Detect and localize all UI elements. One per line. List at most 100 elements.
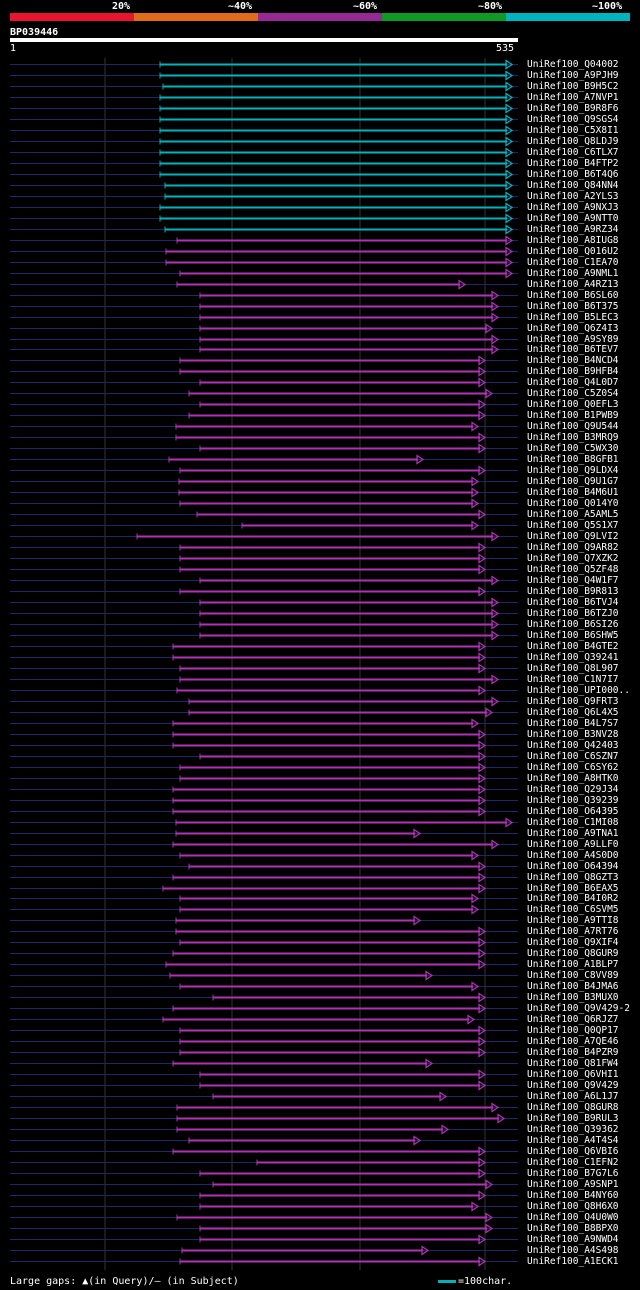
hit-label[interactable]: UniRef100_C5WX30 — [527, 442, 619, 454]
hit-label[interactable]: UniRef100_C5Z0S4 — [527, 387, 619, 399]
hit-label[interactable]: UniRef100_B4PZR9 — [527, 1046, 619, 1058]
hit-label[interactable]: UniRef100_Q9U1G7 — [527, 475, 619, 487]
hit-label[interactable]: UniRef100_Q04002 — [527, 58, 619, 70]
hit-label[interactable]: UniRef100_Q9FRT3 — [527, 695, 619, 707]
hit-label[interactable]: UniRef100_B6TVJ4 — [527, 596, 619, 608]
hit-label[interactable]: UniRef100_Q4W1F7 — [527, 574, 619, 586]
hit-label[interactable]: UniRef100_Q0EFL3 — [527, 398, 619, 410]
hit-label[interactable]: UniRef100_C1EFN2 — [527, 1156, 619, 1168]
hit-label[interactable]: UniRef100_B6TEV7 — [527, 343, 619, 355]
hit-label[interactable]: UniRef100_A9TNA1 — [527, 827, 619, 839]
hit-label[interactable]: UniRef100_B9R813 — [527, 585, 619, 597]
hit-label[interactable]: UniRef100_A1ECK1 — [527, 1255, 619, 1267]
hit-label[interactable]: UniRef100_B4GTE2 — [527, 640, 619, 652]
hit-label[interactable]: UniRef100_B4L7S7 — [527, 717, 619, 729]
hit-label[interactable]: UniRef100_B6SI26 — [527, 618, 619, 630]
hit-label[interactable]: UniRef100_A9SNP1 — [527, 1178, 619, 1190]
hit-label[interactable]: UniRef100_C8VV89 — [527, 969, 619, 981]
hit-label[interactable]: UniRef100_B3MRQ9 — [527, 431, 619, 443]
hit-label[interactable]: UniRef100_B9RUL3 — [527, 1112, 619, 1124]
hit-label[interactable]: UniRef100_A6L1J7 — [527, 1090, 619, 1102]
hit-label[interactable]: UniRef100_Q6RJZ7 — [527, 1013, 619, 1025]
hit-label[interactable]: UniRef100_Q6VBI6 — [527, 1145, 619, 1157]
hit-label[interactable]: UniRef100_B4I0R2 — [527, 892, 619, 904]
hit-label[interactable]: UniRef100_B3NV28 — [527, 728, 619, 740]
hit-label[interactable]: UniRef100_B4M6U1 — [527, 486, 619, 498]
hit-label[interactable]: UniRef100_A4S498 — [527, 1244, 619, 1256]
hit-label[interactable]: UniRef100_C6SVM5 — [527, 903, 619, 915]
hit-label[interactable]: UniRef100_B6T375 — [527, 300, 619, 312]
hit-label[interactable]: UniRef100_A9PJH9 — [527, 69, 619, 81]
hit-label[interactable]: UniRef100_Q42403 — [527, 739, 619, 751]
hit-label[interactable]: UniRef100_A9LLF0 — [527, 838, 619, 850]
hit-label[interactable]: UniRef100_B4FTP2 — [527, 157, 619, 169]
hit-label[interactable]: UniRef100_A9SY89 — [527, 333, 619, 345]
hit-label[interactable]: UniRef100_A9NTT0 — [527, 212, 619, 224]
hit-label[interactable]: UniRef100_Q4L0D7 — [527, 376, 619, 388]
hit-label[interactable]: UniRef100_B6T4Q6 — [527, 168, 619, 180]
hit-label[interactable]: UniRef100_A4T4S4 — [527, 1134, 619, 1146]
hit-label[interactable]: UniRef100_Q8GUR9 — [527, 947, 619, 959]
hit-label[interactable]: UniRef100_A4S0D0 — [527, 849, 619, 861]
hit-label[interactable]: UniRef100_A9NML1 — [527, 267, 619, 279]
hit-label[interactable]: UniRef100_Q6L4X5 — [527, 706, 619, 718]
hit-label[interactable]: UniRef100_Q9LDX4 — [527, 464, 619, 476]
hit-label[interactable]: UniRef100_Q29J34 — [527, 783, 619, 795]
hit-label[interactable]: UniRef100_Q8H6X0 — [527, 1200, 619, 1212]
hit-label[interactable]: UniRef100_B4JMA6 — [527, 980, 619, 992]
hit-label[interactable]: UniRef100_A8IUG8 — [527, 234, 619, 246]
hit-label[interactable]: UniRef100_A5AML5 — [527, 508, 619, 520]
hit-label[interactable]: UniRef100_Q8L907 — [527, 662, 619, 674]
hit-label[interactable]: UniRef100_Q4U0W0 — [527, 1211, 619, 1223]
hit-label[interactable]: UniRef100_A1BLP7 — [527, 958, 619, 970]
hit-label[interactable]: UniRef100_Q016U2 — [527, 245, 619, 257]
hit-label[interactable]: UniRef100_B6SHW5 — [527, 629, 619, 641]
hit-label[interactable]: UniRef100_A7NVP1 — [527, 91, 619, 103]
hit-label[interactable]: UniRef100_B6TZJ0 — [527, 607, 619, 619]
hit-label[interactable]: UniRef100_Q9V429 — [527, 1079, 619, 1091]
hit-label[interactable]: UniRef100_A4RZ13 — [527, 278, 619, 290]
hit-label[interactable]: UniRef100_Q8GUR8 — [527, 1101, 619, 1113]
hit-label[interactable]: UniRef100_Q7XZK2 — [527, 552, 619, 564]
hit-label[interactable]: UniRef100_B9R8F6 — [527, 102, 619, 114]
hit-label[interactable]: UniRef100_Q8LDJ9 — [527, 135, 619, 147]
hit-label[interactable]: UniRef100_Q9U544 — [527, 420, 619, 432]
hit-label[interactable]: UniRef100_Q0QP17 — [527, 1024, 619, 1036]
hit-label[interactable]: UniRef100_B8BPX0 — [527, 1222, 619, 1234]
hit-label[interactable]: UniRef100_B7G7L6 — [527, 1167, 619, 1179]
hit-label[interactable]: UniRef100_C1MI08 — [527, 816, 619, 828]
hit-label[interactable]: UniRef100_O64395 — [527, 805, 619, 817]
hit-label[interactable]: UniRef100_Q9AR82 — [527, 541, 619, 553]
hit-label[interactable]: UniRef100_C6TLX7 — [527, 146, 619, 158]
hit-label[interactable]: UniRef100_C1N7I7 — [527, 673, 619, 685]
hit-label[interactable]: UniRef100_C5X8I1 — [527, 124, 619, 136]
hit-label[interactable]: UniRef100_Q014Y0 — [527, 497, 619, 509]
hit-label[interactable]: UniRef100_B8GFB1 — [527, 453, 619, 465]
hit-label[interactable]: UniRef100_Q84NN4 — [527, 179, 619, 191]
hit-label[interactable]: UniRef100_Q39362 — [527, 1123, 619, 1135]
hit-label[interactable]: UniRef100_Q39239 — [527, 794, 619, 806]
hit-label[interactable]: UniRef100_UPI000.. — [527, 684, 630, 696]
hit-label[interactable]: UniRef100_A9RZ34 — [527, 223, 619, 235]
hit-label[interactable]: UniRef100_A7RT76 — [527, 925, 619, 937]
hit-label[interactable]: UniRef100_O64394 — [527, 860, 619, 872]
hit-label[interactable]: UniRef100_Q6Z4I3 — [527, 322, 619, 334]
hit-label[interactable]: UniRef100_A9NXJ3 — [527, 201, 619, 213]
hit-label[interactable]: UniRef100_Q5ZF48 — [527, 563, 619, 575]
hit-label[interactable]: UniRef100_B3MUX0 — [527, 991, 619, 1003]
hit-label[interactable]: UniRef100_A9NWD4 — [527, 1233, 619, 1245]
hit-label[interactable]: UniRef100_B9H5C2 — [527, 80, 619, 92]
hit-label[interactable]: UniRef100_A8HTK0 — [527, 772, 619, 784]
hit-label[interactable]: UniRef100_Q6VHI1 — [527, 1068, 619, 1080]
hit-label[interactable]: UniRef100_B1PWB9 — [527, 409, 619, 421]
hit-label[interactable]: UniRef100_C6SZN7 — [527, 750, 619, 762]
hit-label[interactable]: UniRef100_C1EA70 — [527, 256, 619, 268]
hit-label[interactable]: UniRef100_B4NY60 — [527, 1189, 619, 1201]
hit-label[interactable]: UniRef100_A7QE46 — [527, 1035, 619, 1047]
hit-label[interactable]: UniRef100_B4NCD4 — [527, 354, 619, 366]
hit-label[interactable]: UniRef100_B6SL60 — [527, 289, 619, 301]
hit-label[interactable]: UniRef100_B9HFB4 — [527, 365, 619, 377]
hit-label[interactable]: UniRef100_Q9SGS4 — [527, 113, 619, 125]
hit-label[interactable]: UniRef100_A2YLS3 — [527, 190, 619, 202]
hit-label[interactable]: UniRef100_Q9LVI2 — [527, 530, 619, 542]
